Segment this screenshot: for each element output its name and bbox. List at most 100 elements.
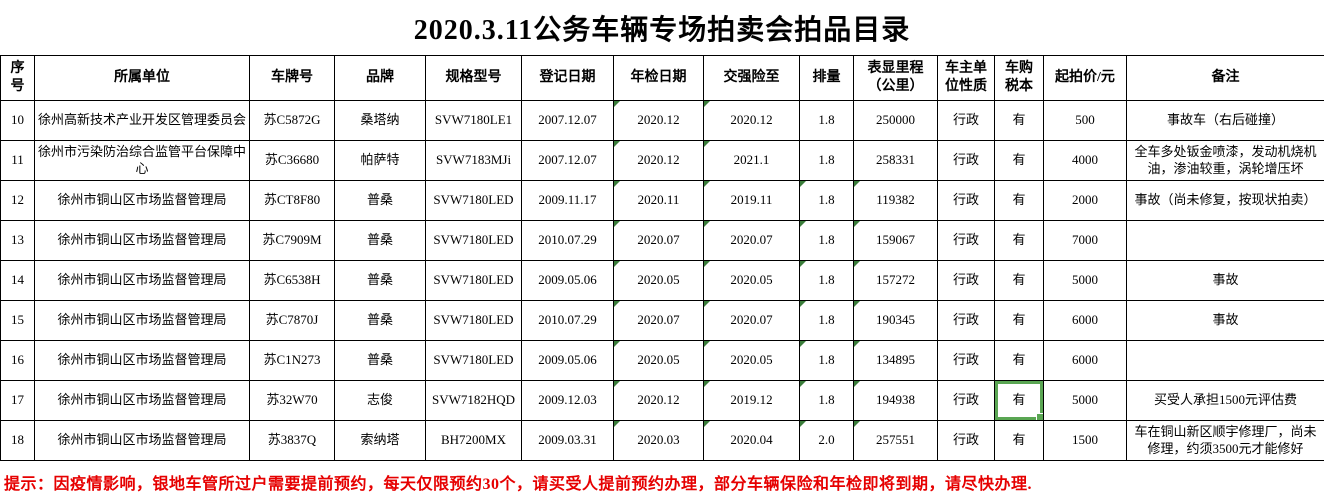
col-header-tax-book[interactable]: 车购 税本 — [994, 55, 1044, 101]
page-title[interactable]: 2020.3.11公务车辆专场拍卖会拍品目录 — [413, 14, 911, 46]
cell-displacement[interactable]: 1.8 — [799, 260, 854, 301]
cell-mileage[interactable]: 190345 — [853, 300, 938, 341]
cell-mileage[interactable]: 119382 — [853, 180, 938, 221]
cell-owner-type[interactable]: 行政 — [937, 180, 995, 221]
cell-unit[interactable]: 徐州市铜山区市场监督管理局 — [34, 340, 250, 381]
cell-plate[interactable]: 苏C36680 — [249, 140, 335, 181]
cell-remark[interactable]: 事故（尚未修复，按现状拍卖） — [1126, 180, 1324, 221]
cell-start-price[interactable]: 2000 — [1043, 180, 1127, 221]
cell-inspection[interactable]: 2020.12 — [613, 100, 704, 141]
cell-no[interactable]: 12 — [0, 180, 35, 221]
cell-plate[interactable]: 苏C1N273 — [249, 340, 335, 381]
cell-mileage[interactable]: 157272 — [853, 260, 938, 301]
cell-brand[interactable]: 普桑 — [334, 300, 426, 341]
cell-insurance[interactable]: 2019.12 — [703, 380, 800, 421]
cell-owner-type[interactable]: 行政 — [937, 260, 995, 301]
cell-start-price[interactable]: 6000 — [1043, 300, 1127, 341]
cell-insurance[interactable]: 2021.1 — [703, 140, 800, 181]
cell-inspection[interactable]: 2020.07 — [613, 300, 704, 341]
col-header-remark[interactable]: 备注 — [1126, 55, 1324, 101]
cell-unit[interactable]: 徐州市铜山区市场监督管理局 — [34, 180, 250, 221]
cell-no[interactable]: 13 — [0, 220, 35, 261]
cell-unit[interactable]: 徐州市污染防治综合监管平台保障中心 — [34, 140, 250, 181]
cell-brand[interactable]: 普桑 — [334, 340, 426, 381]
cell-reg-date[interactable]: 2009.12.03 — [521, 380, 614, 421]
cell-no[interactable]: 18 — [0, 420, 35, 461]
cell-insurance[interactable]: 2020.04 — [703, 420, 800, 461]
cell-model[interactable]: SVW7180LED — [425, 260, 522, 301]
cell-unit[interactable]: 徐州市铜山区市场监督管理局 — [34, 420, 250, 461]
cell-plate[interactable]: 苏CT8F80 — [249, 180, 335, 221]
cell-tax-book[interactable]: 有 — [994, 220, 1044, 261]
col-header-no[interactable]: 序号 — [0, 55, 35, 101]
cell-model[interactable]: SVW7180LED — [425, 300, 522, 341]
cell-owner-type[interactable]: 行政 — [937, 140, 995, 181]
cell-insurance[interactable]: 2020.07 — [703, 220, 800, 261]
cell-insurance[interactable]: 2020.05 — [703, 340, 800, 381]
col-header-start-price[interactable]: 起拍价/元 — [1043, 55, 1127, 101]
cell-reg-date[interactable]: 2009.03.31 — [521, 420, 614, 461]
cell-inspection[interactable]: 2020.11 — [613, 180, 704, 221]
cell-tax-book[interactable]: 有 — [994, 340, 1044, 381]
cell-remark[interactable]: 事故车（右后碰撞） — [1126, 100, 1324, 141]
cell-reg-date[interactable]: 2009.05.06 — [521, 260, 614, 301]
col-header-owner-type[interactable]: 车主单 位性质 — [937, 55, 995, 101]
cell-tax-book[interactable]: 有 — [994, 180, 1044, 221]
cell-start-price[interactable]: 5000 — [1043, 260, 1127, 301]
cell-displacement[interactable]: 1.8 — [799, 380, 854, 421]
cell-mileage[interactable]: 194938 — [853, 380, 938, 421]
cell-remark[interactable] — [1126, 340, 1324, 381]
col-header-mileage[interactable]: 表显里程 （公里） — [853, 55, 938, 101]
cell-unit[interactable]: 徐州市铜山区市场监督管理局 — [34, 260, 250, 301]
cell-no[interactable]: 15 — [0, 300, 35, 341]
cell-plate[interactable]: 苏C7870J — [249, 300, 335, 341]
cell-start-price[interactable]: 1500 — [1043, 420, 1127, 461]
cell-insurance[interactable]: 2020.12 — [703, 100, 800, 141]
cell-displacement[interactable]: 1.8 — [799, 140, 854, 181]
cell-reg-date[interactable]: 2010.07.29 — [521, 300, 614, 341]
cell-brand[interactable]: 帕萨特 — [334, 140, 426, 181]
cell-unit[interactable]: 徐州市铜山区市场监督管理局 — [34, 300, 250, 341]
cell-model[interactable]: SVW7180LED — [425, 180, 522, 221]
cell-remark[interactable] — [1126, 220, 1324, 261]
covid-notice-text[interactable]: 提示：因疫情影响，银地车管所过户需要提前预约，每天仅限预约30个，请买受人提前预… — [4, 476, 1033, 493]
cell-brand[interactable]: 普桑 — [334, 220, 426, 261]
col-header-plate[interactable]: 车牌号 — [249, 55, 335, 101]
cell-start-price[interactable]: 5000 — [1043, 380, 1127, 421]
cell-plate[interactable]: 苏C6538H — [249, 260, 335, 301]
cell-start-price[interactable]: 6000 — [1043, 340, 1127, 381]
cell-insurance[interactable]: 2019.11 — [703, 180, 800, 221]
cell-inspection[interactable]: 2020.12 — [613, 380, 704, 421]
cell-displacement[interactable]: 2.0 — [799, 420, 854, 461]
cell-model[interactable]: SVW7180LE1 — [425, 100, 522, 141]
cell-model[interactable]: BH7200MX — [425, 420, 522, 461]
cell-tax-book[interactable]: 有 — [994, 420, 1044, 461]
cell-displacement[interactable]: 1.8 — [799, 300, 854, 341]
cell-start-price[interactable]: 7000 — [1043, 220, 1127, 261]
cell-displacement[interactable]: 1.8 — [799, 180, 854, 221]
cell-owner-type[interactable]: 行政 — [937, 100, 995, 141]
cell-no[interactable]: 10 — [0, 100, 35, 141]
cell-model[interactable]: SVW7180LED — [425, 340, 522, 381]
cell-owner-type[interactable]: 行政 — [937, 380, 995, 421]
cell-inspection[interactable]: 2020.05 — [613, 260, 704, 301]
cell-inspection[interactable]: 2020.03 — [613, 420, 704, 461]
cell-model[interactable]: SVW7182HQD — [425, 380, 522, 421]
cell-start-price[interactable]: 4000 — [1043, 140, 1127, 181]
cell-unit[interactable]: 徐州市铜山区市场监督管理局 — [34, 380, 250, 421]
cell-remark[interactable]: 事故 — [1126, 300, 1324, 341]
cell-reg-date[interactable]: 2009.11.17 — [521, 180, 614, 221]
cell-owner-type[interactable]: 行政 — [937, 340, 995, 381]
cell-no[interactable]: 14 — [0, 260, 35, 301]
cell-remark[interactable]: 车在铜山新区顺宇修理厂，尚未修理，约须3500元才能修好 — [1126, 420, 1324, 461]
cell-unit[interactable]: 徐州市铜山区市场监督管理局 — [34, 220, 250, 261]
cell-displacement[interactable]: 1.8 — [799, 100, 854, 141]
cell-brand[interactable]: 桑塔纳 — [334, 100, 426, 141]
col-header-reg-date[interactable]: 登记日期 — [521, 55, 614, 101]
cell-insurance[interactable]: 2020.07 — [703, 300, 800, 341]
cell-remark[interactable]: 买受人承担1500元评估费 — [1126, 380, 1324, 421]
cell-no[interactable]: 11 — [0, 140, 35, 181]
cell-inspection[interactable]: 2020.07 — [613, 220, 704, 261]
cell-mileage[interactable]: 159067 — [853, 220, 938, 261]
cell-plate[interactable]: 苏32W70 — [249, 380, 335, 421]
